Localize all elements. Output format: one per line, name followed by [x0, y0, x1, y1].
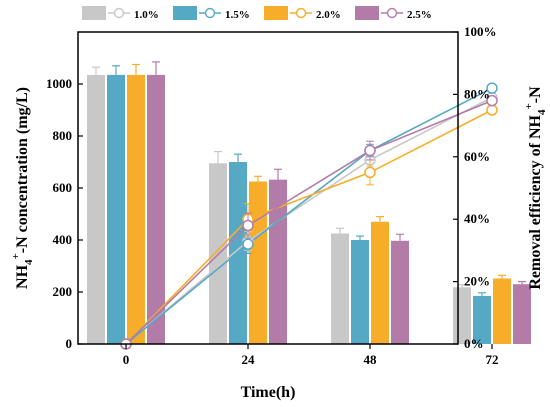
y-axis-left-title: NH4+-N concentration (mg/L): [10, 87, 35, 289]
bar: [351, 240, 369, 344]
y-right-tick-label: 20%: [464, 274, 490, 289]
efficiency-line: [125, 109, 493, 345]
bar: [249, 181, 267, 344]
legend: 1.0% 1.5% 2.0% 2.5%: [82, 6, 432, 21]
x-tick-label: 48: [364, 352, 378, 367]
y-right-tick-label: 80%: [464, 86, 490, 101]
legend-label: 2.5%: [407, 9, 432, 21]
legend-marker: [204, 7, 216, 19]
y-left-tick-label: 0: [66, 336, 73, 351]
y-right-tick-label: 100%: [464, 24, 497, 39]
efficiency-line: [125, 99, 493, 345]
x-tick-label: 0: [123, 352, 130, 367]
bar: [493, 278, 511, 344]
bars-layer: [87, 61, 531, 345]
efficiency-point: [486, 94, 498, 107]
legend-swatch: [82, 6, 106, 20]
bar: [127, 74, 145, 345]
y-left-tick-label: 600: [53, 180, 73, 195]
bar: [87, 74, 105, 345]
bar: [147, 74, 165, 345]
lines-layer: [120, 82, 498, 350]
x-axis-title: Time(h): [241, 384, 296, 401]
efficiency-line: [125, 96, 493, 345]
efficiency-point: [242, 219, 254, 232]
efficiency-point: [486, 104, 498, 116]
x-tick-label: 72: [486, 352, 499, 367]
x-tick-label: 24: [242, 352, 256, 367]
efficiency-line: [125, 87, 493, 345]
y-left-tick-label: 1000: [46, 76, 72, 91]
legend-swatch: [355, 6, 379, 20]
y-left-tick-label: 800: [53, 128, 73, 143]
legend-marker: [386, 7, 398, 19]
y-right-tick-label: 60%: [464, 149, 490, 164]
legend-swatch: [264, 6, 288, 20]
efficiency-point: [364, 144, 376, 157]
legend-label: 2.0%: [316, 9, 341, 21]
legend-label: 1.5%: [225, 9, 250, 21]
legend-label: 1.0%: [134, 9, 159, 21]
y-left-tick-label: 200: [53, 284, 73, 299]
efficiency-point: [242, 238, 254, 250]
bar: [107, 74, 125, 345]
legend-marker: [295, 7, 307, 19]
bar: [331, 233, 349, 344]
legend-marker: [113, 7, 125, 19]
bar: [269, 179, 287, 344]
y-axis-right-title: Removal efficiency of NH4+-N: [523, 86, 548, 290]
y-right-tick-label: 40%: [464, 211, 490, 226]
y-left-tick-label: 400: [53, 232, 73, 247]
y-right-tick-label: 0%: [464, 336, 484, 351]
bar: [391, 240, 409, 344]
legend-swatch: [173, 6, 197, 20]
bar: [473, 295, 491, 344]
efficiency-point: [486, 82, 498, 94]
efficiency-point: [364, 166, 376, 179]
bar: [371, 221, 389, 344]
axes-layer: 0 200 400 600 800 1000 0% 20% 40% 60% 80% 100% 0 24 48…: [46, 24, 499, 367]
bar: [513, 284, 531, 344]
